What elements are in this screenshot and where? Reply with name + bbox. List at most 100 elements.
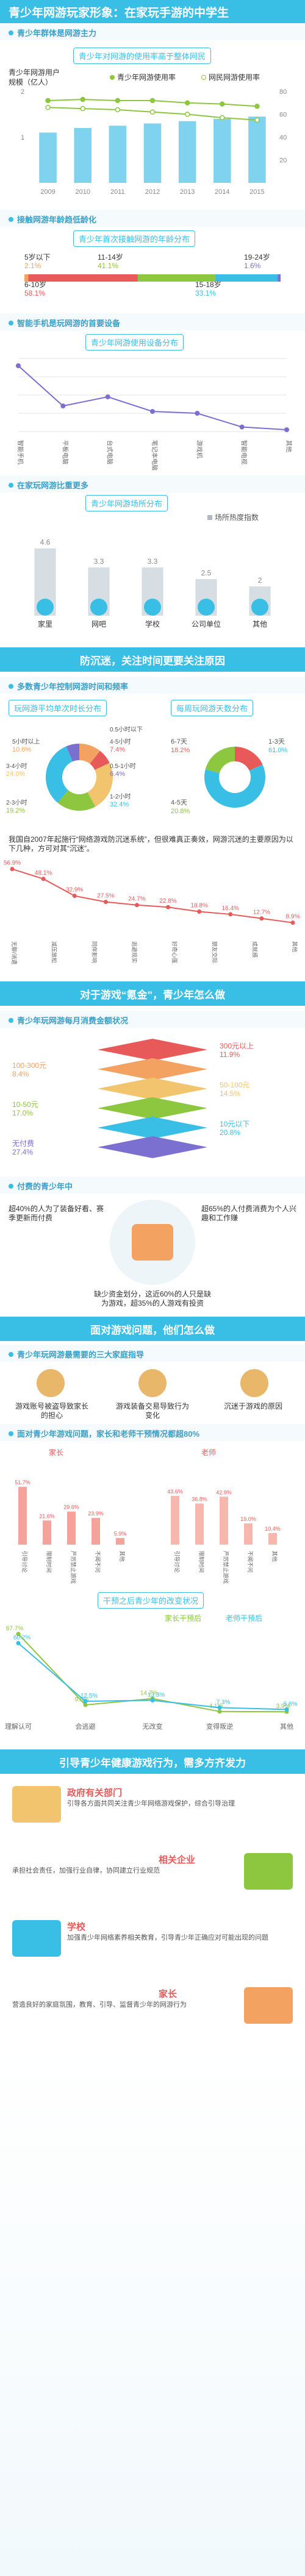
chart-4-value: 3.3 (94, 557, 104, 566)
chart-2-category: 19-24岁 (244, 252, 270, 262)
chart-1-point (115, 107, 121, 113)
chart-3-title: 青少年网游使用设备分布 (85, 334, 184, 350)
chart-11-point (83, 1699, 88, 1704)
chart-5a-label: 24.0% (6, 770, 25, 778)
heart-icon (240, 1369, 268, 1397)
chart-2-segment (278, 274, 281, 282)
chart-2-label: 58.1% (24, 289, 45, 297)
chart-5b-label: 18.2% (171, 747, 190, 754)
chart-1-bar (39, 132, 57, 183)
chart-3-xtick: 智能手机 (16, 440, 24, 464)
chart-1-svg: 2 1 80 60 40 20 2009 2010 2011 2012 2013 2014 2015 (21, 88, 287, 196)
chart-11-point (150, 1698, 155, 1703)
section-4-title: 在家玩网游比重更多 (9, 479, 88, 491)
chart-6-xtick: 朋友交际 (212, 941, 218, 963)
chart-11-label: 7.3% (217, 1699, 231, 1706)
chart-1-legend-b: 网民网游使用率 (201, 73, 260, 82)
chart-6-xtick: 同伴影响 (91, 941, 98, 963)
chart-1-xtick: 2015 (249, 188, 264, 196)
chart-11-label: 12.5% (81, 1693, 98, 1699)
chart-5a-category: 1-2小时 (110, 793, 131, 800)
chart-10-bar (43, 1520, 51, 1545)
chart-6-point (290, 920, 295, 925)
chart-1-yright-tick: 20 (279, 157, 287, 165)
chart-1-yleft-tick: 2 (21, 88, 24, 96)
sec9-item-2: 游戏装备交易导致行为变化 (115, 1402, 189, 1420)
chart-10-xtick: 不闻不问 (247, 1551, 254, 1573)
chart-6-point (134, 903, 139, 908)
chart-6-xtick: 减压放松 (51, 941, 58, 963)
footer-school-text: 加强青少年网络素养相关教育，引导青少年正确应对可能出现的问题 (67, 1934, 268, 1941)
chart-5b-category: 1-3天 (268, 738, 285, 745)
chart-10-svg: 51.7% 引导讨论 21.6% 限制时间 29.6% 严厉禁止游戏 23.9% 不闻不问 5.… (15, 1479, 281, 1584)
chart-3-point (284, 427, 289, 432)
chart-10-label: 42.9% (216, 1489, 232, 1495)
chart-1-legend-a: 青少年网游使用率 (110, 73, 176, 82)
chart-5b-hole (219, 761, 251, 793)
chart-6-label: 24.7% (128, 896, 145, 903)
chart-10-label: 21.6% (39, 1513, 55, 1519)
chart-7-label: 14.5% (220, 1089, 240, 1098)
section-9-title: 青少年玩网游最需要的三大家庭指导 (9, 1348, 144, 1360)
chart-1-xtick: 2012 (145, 188, 160, 196)
chart-10-bar (67, 1511, 76, 1545)
chart-6-point (103, 900, 108, 905)
chart-1-bar (214, 119, 231, 183)
page-title: 青少年网游玩家形象：在家玩手游的中学生 (0, 0, 305, 23)
chart-1-xtick: 2014 (215, 188, 229, 196)
chart-5b-category: 6-7天 (171, 738, 187, 745)
chart-1-bar (143, 123, 162, 183)
footer-enterprise-text: 承担社会责任，加强行业自律，协同建立行业规范 (12, 1867, 160, 1874)
chart-6-label: 27.5% (97, 893, 114, 900)
chart-11-xtick: 其他 (280, 1723, 293, 1731)
footer-family-title: 家长 (159, 1989, 178, 1999)
chart-11-label: 67.7% (6, 1626, 23, 1632)
banner-4: 面对游戏问题，他们怎么做 (0, 1317, 305, 1341)
chart-11-legend-teacher: 老师干预后 (226, 1614, 263, 1623)
chart-10-label: 10.4% (265, 1526, 281, 1532)
chart-1-bar (248, 116, 266, 183)
chart-6-point (228, 912, 233, 917)
chart-11-label: 13.3% (148, 1692, 165, 1698)
chart-6-label: 16.4% (222, 905, 239, 912)
footer-enterprise-title: 相关企业 (159, 1855, 196, 1865)
chart-3-line (18, 365, 287, 430)
chart-1-yright-tick: 60 (279, 112, 287, 119)
chart-1-point (80, 105, 85, 112)
chart-6-label: 18.8% (190, 903, 207, 909)
chart-5a-category: 3-4小时 (6, 763, 27, 770)
chart-10-legend-parent: 家长 (49, 1448, 64, 1457)
chart-7-layer (98, 1078, 207, 1100)
chart-7-layer (98, 1117, 207, 1139)
chart-6-xtick: 成就感 (251, 941, 258, 958)
chart-11-point (16, 1641, 21, 1646)
chart-7-label: 11.9% (220, 1050, 240, 1059)
chart-7-category: 无付费 (12, 1139, 34, 1148)
lock-icon (37, 1369, 65, 1397)
sec8-right-text: 超65%的人付费消费为个人兴趣和工作赚 (201, 1204, 297, 1222)
chart-1-xtick: 2013 (180, 188, 195, 196)
chart-10-xtick: 不闻不问 (95, 1551, 101, 1573)
chart-3-xtick: 智能电视 (240, 440, 248, 464)
chart-1-title: 青少年对网游的使用率高于整体网民 (73, 48, 212, 64)
sec8-left-text: 超40%的人为了装备好看、赛季更新而付费 (9, 1204, 104, 1222)
sec8-bottom-text: 缺少资金划分，这近60%的人只是缺为游戏，超35%的人游戏有投资 (93, 1290, 212, 1308)
chart-11-label: 3.9% (276, 1703, 290, 1710)
wallet-icon (132, 1224, 173, 1261)
chart-5a-label: 19.2% (6, 807, 25, 814)
chart-5b-label: 61.0% (268, 747, 287, 754)
family-house-icon (244, 1987, 293, 2024)
chart-3-point (150, 409, 155, 414)
chart-1-yright-tick: 40 (279, 134, 287, 141)
chart-11-svg: 67.7% 9.5% 14.7% 4.1% 3.9% 60.2% 12.5% 13.3% 7.3… (5, 1626, 298, 1731)
chart-11-point (83, 1703, 88, 1707)
chart-4-icon (37, 599, 54, 616)
section-2-title: 接触网游年龄趋低龄化 (9, 213, 96, 225)
chart-5a-category: 2-3小时 (6, 799, 27, 806)
chart-11-label: 4.1% (209, 1703, 223, 1710)
chart-2-label: 2.1% (24, 262, 41, 270)
chart-10-label: 5.9% (114, 1531, 127, 1537)
section-7-title: 青少年玩网游每月消费金额状况 (9, 1014, 128, 1026)
chart-2-segment (215, 274, 278, 282)
